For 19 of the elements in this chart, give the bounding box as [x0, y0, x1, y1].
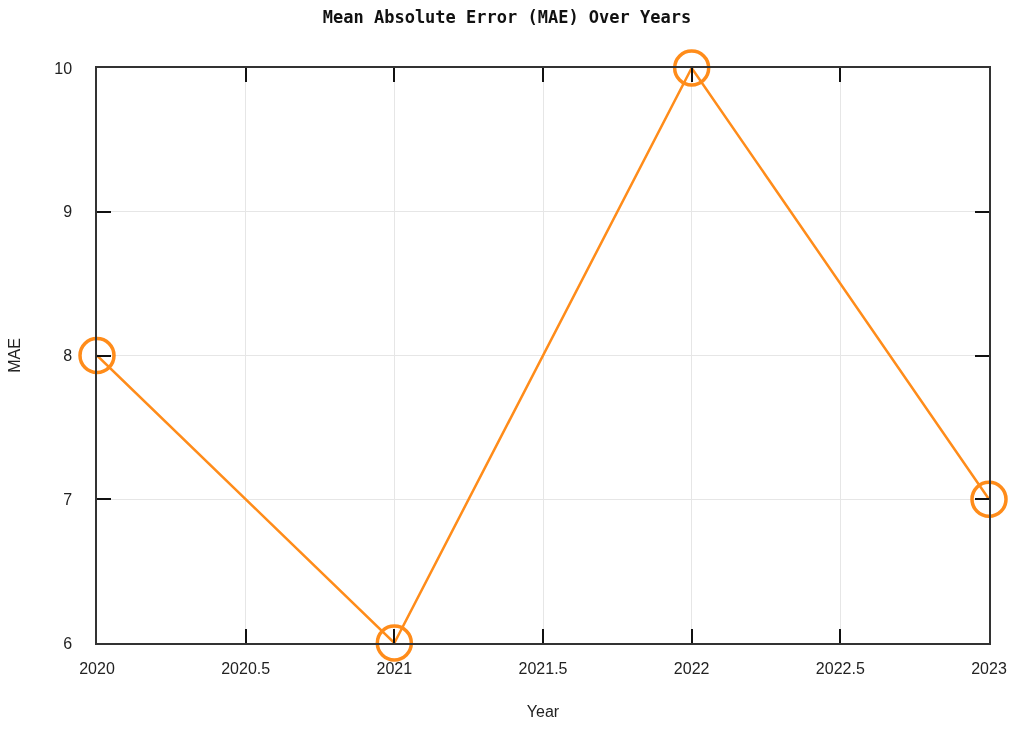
- point: [78, 336, 116, 375]
- chart-title: Mean Absolute Error (MAE) Over Years: [322, 7, 692, 28]
- point: [375, 624, 414, 662]
- x-tick-label: 2020.5: [221, 659, 271, 677]
- y-tick-label: 8: [63, 347, 73, 365]
- point: [970, 480, 1008, 518]
- y-tick-label: 6: [63, 634, 73, 652]
- x-axis-title: Year: [526, 703, 560, 721]
- x-tick-label: 2022.5: [815, 659, 865, 677]
- x-tick-label: 2023: [971, 659, 1007, 677]
- y-axis-title: MAE: [5, 338, 23, 373]
- x-tick-label: 2021: [376, 659, 413, 677]
- point: [672, 49, 711, 87]
- y-tick-label: 9: [63, 203, 73, 221]
- x-tick-label: 2022: [673, 659, 710, 677]
- x-tick-label: 2021.5: [518, 659, 568, 677]
- x-tick-label: 2020: [79, 659, 115, 677]
- y-tick-label: 7: [63, 490, 73, 508]
- y-tick-label: 10: [54, 59, 73, 77]
